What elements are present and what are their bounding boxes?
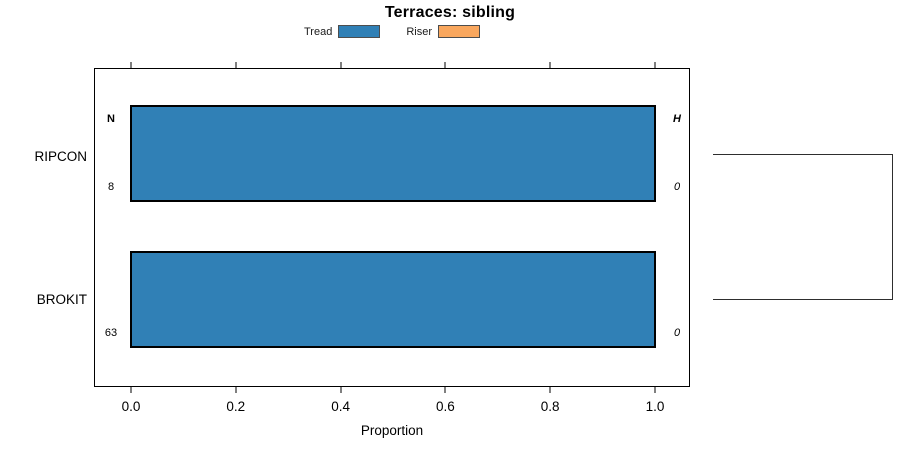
y-category-label-ripcon: RIPCON xyxy=(34,149,87,164)
x-tick-label: 0.0 xyxy=(121,399,141,414)
left-column-header: N xyxy=(107,113,115,125)
left-count-brokit: 63 xyxy=(104,327,118,339)
x-tick xyxy=(235,387,237,393)
left-count-ripcon: 8 xyxy=(107,181,115,193)
x-tick-label: 0.6 xyxy=(436,399,455,414)
x-tick xyxy=(130,62,132,68)
legend-label-tread: Tread xyxy=(304,25,333,38)
legend-item-tread: Tread xyxy=(304,25,381,38)
legend: Tread Riser xyxy=(94,23,690,40)
right-count-ripcon: 0 xyxy=(673,181,681,193)
x-tick-label: 0.4 xyxy=(331,399,350,414)
x-tick xyxy=(235,62,237,68)
legend-label-riser: Riser xyxy=(406,25,432,38)
x-tick-label: 0.2 xyxy=(226,399,246,414)
x-axis-ticks-top xyxy=(130,62,656,68)
bar-segment-tread xyxy=(130,251,656,348)
legend-item-riser: Riser xyxy=(406,25,480,38)
right-count-brokit: 0 xyxy=(673,327,681,339)
x-tick xyxy=(340,62,342,68)
y-category-label-brokit: BROKIT xyxy=(36,292,87,307)
dendrogram-bracket xyxy=(713,154,893,300)
chart-title: Terraces: sibling xyxy=(384,4,516,21)
x-tick xyxy=(654,62,656,68)
x-axis-ticks-bottom xyxy=(130,387,656,393)
tread-color-swatch xyxy=(338,25,381,38)
bar-row-ripcon xyxy=(130,105,656,202)
riser-color-swatch xyxy=(438,25,480,38)
x-tick xyxy=(130,387,132,393)
x-axis-tick-labels: 0.0 0.2 0.4 0.6 0.8 1.0 xyxy=(122,399,665,415)
x-tick xyxy=(654,387,656,393)
bar-segment-tread xyxy=(130,105,656,202)
x-tick xyxy=(549,62,551,68)
x-tick xyxy=(549,387,551,393)
right-column-header: H xyxy=(673,113,681,125)
x-tick xyxy=(340,387,342,393)
bar-row-brokit xyxy=(130,251,656,348)
x-axis-title: Proportion xyxy=(360,423,424,438)
x-tick xyxy=(444,62,446,68)
x-tick-label: 0.8 xyxy=(540,399,560,414)
x-tick xyxy=(444,387,446,393)
x-tick-label: 1.0 xyxy=(645,399,665,414)
